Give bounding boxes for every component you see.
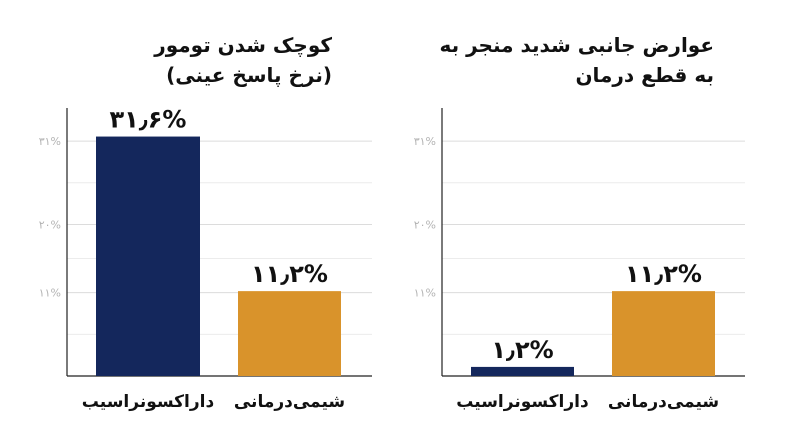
- bar: [238, 291, 341, 376]
- y-tick-label: ۳۱%: [39, 135, 61, 148]
- serious-side-effects-panel: عوارض جانبی شدید منجر به به قطع درمان ۱۱…: [400, 0, 800, 447]
- y-tick-label: ۲۰%: [414, 218, 436, 231]
- chart-title-line1: کوچک شدن تومور: [154, 33, 332, 57]
- chart-subtitle: (نرخ پاسخ عینی): [166, 63, 332, 87]
- data-label: ۱۱٫۲%: [625, 260, 702, 288]
- category-label: داراکسونراسیب: [82, 392, 215, 412]
- bar: [612, 291, 715, 376]
- data-label: ۱٫۲%: [491, 336, 553, 364]
- tumor-shrinkage-chart: ۱۱% ۲۰% ۳۱% ۳۱٫۶% داراکسونراسیب ۱۱٫۲% شیمی‌درم…: [39, 106, 372, 412]
- chart-title: عوارض جانبی شدید منجر به به قطع درمان: [414, 30, 714, 90]
- bar: [96, 136, 200, 376]
- chart-title-line1: عوارض جانبی شدید منجر به: [439, 33, 714, 57]
- chart-subtitle: به قطع درمان: [575, 63, 714, 87]
- y-tick-label: ۳۱%: [414, 135, 436, 148]
- tumor-shrinkage-panel: کوچک شدن تومور (نرخ پاسخ عینی) ۱۱% ۲۰% ۳۱%…: [32, 30, 372, 412]
- data-label: ۱۱٫۲%: [251, 260, 328, 288]
- y-tick-label: ۲۰%: [39, 218, 61, 231]
- y-tick-label: ۱۱%: [414, 287, 436, 300]
- y-tick-label: ۱۱%: [39, 287, 61, 300]
- chart-title: کوچک شدن تومور (نرخ پاسخ عینی): [32, 30, 332, 90]
- category-label: داراکسونراسیب: [456, 392, 589, 412]
- category-label: شیمی‌درمانی: [608, 392, 719, 412]
- bar: [471, 366, 574, 376]
- serious-side-effects-chart: ۱۱% ۲۰% ۳۱% ۱٫۲% داراکسونراسیب ۱۱٫۲% شیمی‌درما…: [414, 108, 745, 412]
- category-label: شیمی‌درمانی: [234, 392, 345, 412]
- data-label: ۳۱٫۶%: [110, 106, 187, 134]
